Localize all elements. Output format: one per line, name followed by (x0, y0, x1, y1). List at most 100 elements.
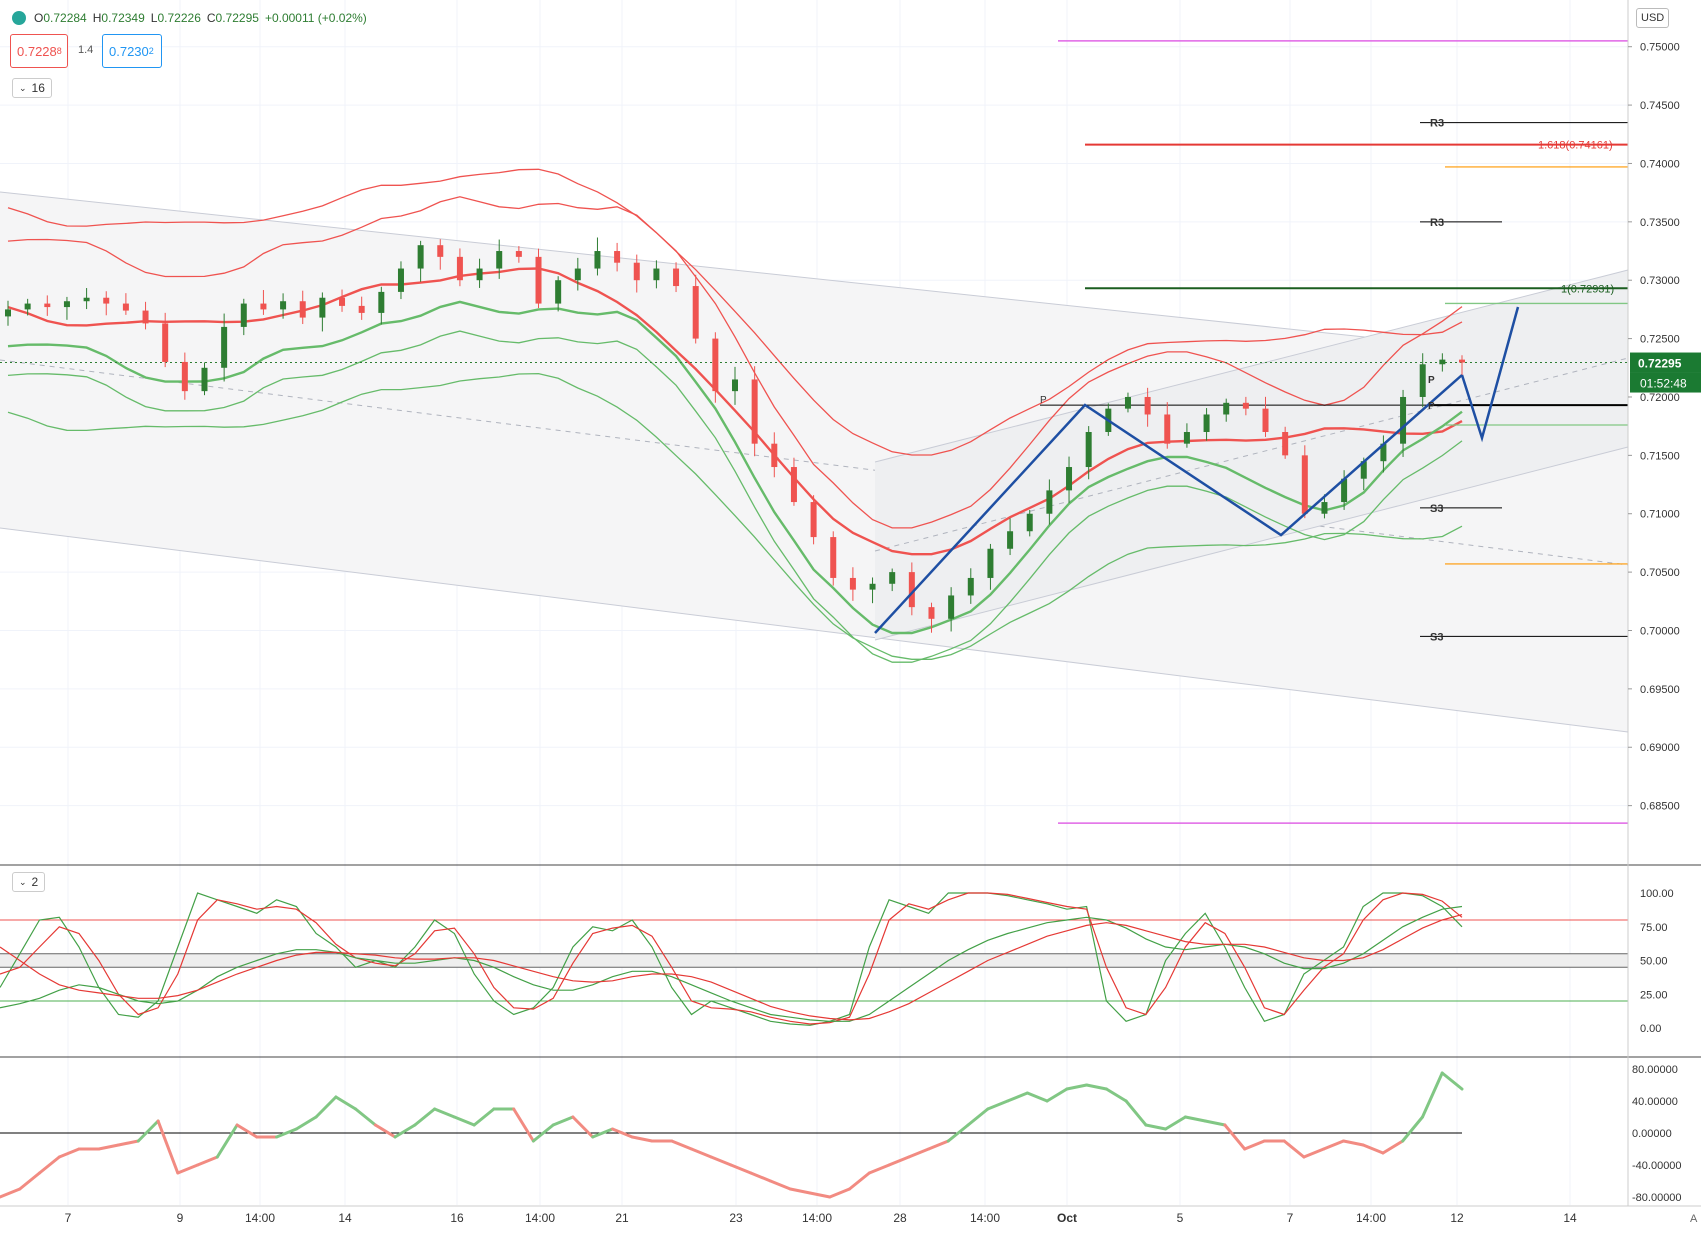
price-axis-label: 0.73500 (1640, 217, 1680, 229)
momentum-segment (848, 1171, 871, 1191)
momentum-segment (275, 1127, 298, 1139)
momentum-segment (1440, 1071, 1464, 1091)
time-axis-label: 14:00 (525, 1211, 555, 1225)
momentum-segment (1381, 1139, 1405, 1155)
candle-body (142, 310, 149, 324)
candle-body (1419, 364, 1426, 397)
open-value: 0.72284 (43, 11, 87, 25)
pattern-xabc (874, 374, 1463, 634)
low-value: 0.72226 (157, 11, 201, 25)
candle-body (967, 577, 974, 596)
momentum-axis-label: 40.00000 (1632, 1096, 1678, 1108)
pivot-label-b: P (1428, 375, 1435, 386)
chevron-down-icon: ⌄ (19, 82, 27, 93)
currency-button[interactable]: USD (1636, 8, 1670, 28)
stoch-line (0, 914, 1463, 1021)
momentum-segment (828, 1187, 851, 1199)
change-value: +0.00011 (+0.02%) (264, 11, 367, 25)
candle-body (1360, 461, 1367, 479)
momentum-segment (1183, 1115, 1207, 1123)
sell-button[interactable]: 0.7228 8 (10, 34, 68, 68)
time-axis-label: 12 (1450, 1211, 1464, 1225)
time-axis-label: 14 (338, 1211, 352, 1225)
momentum-segment (314, 1095, 338, 1119)
momentum-segment (1302, 1147, 1326, 1159)
momentum-segment (97, 1143, 120, 1151)
momentum-axis-label: 0.00000 (1632, 1128, 1672, 1140)
momentum-segment (788, 1187, 812, 1195)
momentum-segment (1421, 1071, 1444, 1119)
momentum-segment (1361, 1143, 1385, 1155)
candle-body (1046, 490, 1053, 514)
r3-mid-label: R3 (1430, 217, 1444, 229)
auto-scale-button[interactable]: A (1690, 1213, 1698, 1225)
candle-body (280, 301, 287, 310)
momentum-segment (117, 1139, 140, 1147)
momentum-segment (907, 1147, 931, 1159)
time-axis-label: 14:00 (1356, 1211, 1386, 1225)
candle-body (1007, 531, 1014, 549)
candle-body (83, 297, 90, 302)
candle-body (633, 262, 640, 281)
buy-price-pip: 2 (148, 46, 154, 56)
high-label: H (92, 11, 102, 25)
candle-body (1242, 402, 1249, 409)
candle-body (260, 303, 267, 310)
candle-body (1400, 396, 1407, 444)
buy-button[interactable]: 0.7230 2 (102, 34, 162, 68)
time-axis-label: 7 (65, 1211, 72, 1225)
stoch-axis-label: 0.00 (1640, 1023, 1661, 1035)
momentum-segment (531, 1123, 555, 1143)
candle-body (162, 323, 169, 362)
price-axis-label: 0.72000 (1640, 392, 1680, 404)
momentum-segment (373, 1123, 397, 1139)
time-axis-label: 9 (177, 1211, 184, 1225)
momentum-segment (1124, 1099, 1148, 1127)
momentum-segment (1401, 1115, 1424, 1143)
momentum-segment (1045, 1087, 1069, 1103)
candle-body (299, 301, 306, 318)
momentum-segment (591, 1127, 614, 1139)
candle-body (830, 537, 837, 578)
momentum-segment (433, 1107, 456, 1119)
spread-value: 1.4 (78, 44, 94, 56)
candle-body (1203, 414, 1210, 432)
band-upper-outer (7, 168, 1463, 456)
momentum-segment (571, 1115, 595, 1139)
momentum-segment (215, 1123, 239, 1159)
countdown-box (1630, 372, 1701, 393)
candle-body (574, 268, 581, 281)
momentum-segment (393, 1123, 417, 1139)
momentum-segment (1223, 1123, 1247, 1151)
candle-body (614, 251, 621, 263)
momentum-segment (769, 1179, 792, 1191)
indicators-toggle-main[interactable]: ⌄ 16 (12, 78, 52, 98)
momentum-axis-label: 80.00000 (1632, 1064, 1678, 1076)
pivot-label-c: P (1428, 401, 1435, 412)
indicators-toggle-osc[interactable]: ⌄ 2 (12, 872, 46, 892)
candle-body (44, 303, 51, 308)
stoch-line (0, 892, 1463, 1025)
channel-mid (0, 359, 1629, 566)
momentum-segment (986, 1099, 1010, 1111)
stochastic-panel (0, 892, 1628, 1026)
candle-body (673, 268, 680, 287)
time-axis-label: 7 (1287, 1211, 1294, 1225)
candle-body (181, 361, 188, 392)
band-basis-green (7, 300, 1463, 635)
candle-body (751, 379, 758, 444)
close-value: 0.72295 (215, 11, 259, 25)
momentum-segment (1243, 1139, 1266, 1151)
candle-body (103, 297, 110, 304)
stoch-axis-label: 75.00 (1640, 922, 1668, 934)
candle-body (476, 268, 483, 281)
momentum-segment (452, 1115, 476, 1127)
time-axis-label: 14:00 (802, 1211, 832, 1225)
momentum-segment (1342, 1139, 1365, 1147)
candle-body (319, 297, 326, 318)
momentum-segment (611, 1127, 634, 1139)
momentum-segment (1065, 1083, 1089, 1091)
level-lines (0, 40, 1628, 824)
momentum-axis-label: -80.00000 (1632, 1192, 1682, 1204)
